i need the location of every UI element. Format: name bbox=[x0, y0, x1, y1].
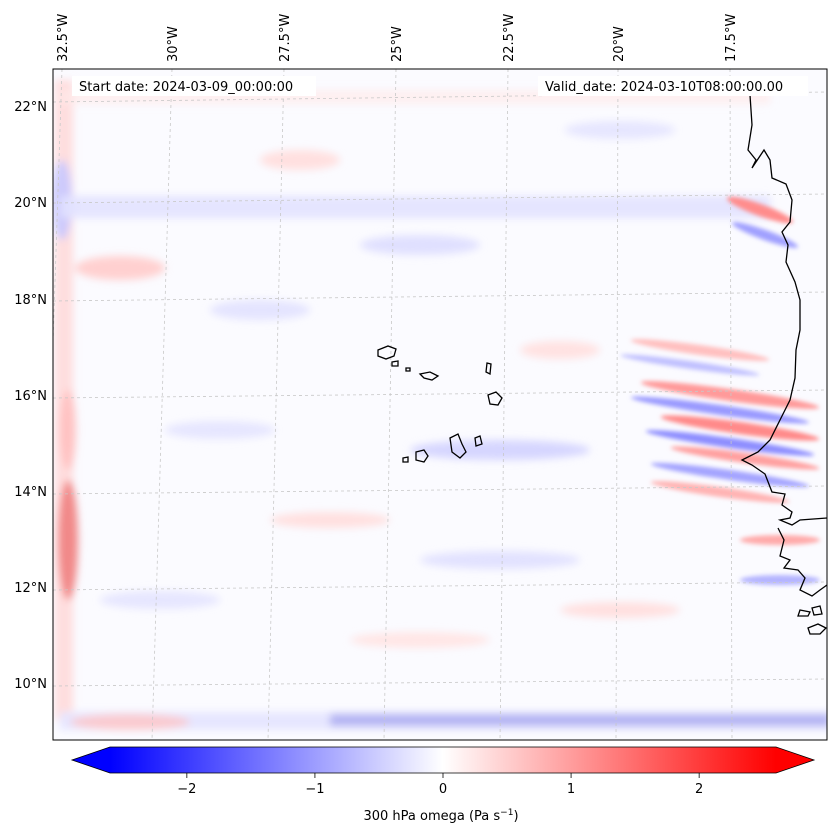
island-santo-antao bbox=[377, 345, 397, 360]
island-santiago bbox=[449, 433, 467, 459]
colorbar: −2 −1 0 1 2 300 hPa omega (Pa s−1) bbox=[70, 746, 816, 824]
coastlines bbox=[377, 94, 827, 635]
map-frame bbox=[52, 68, 828, 741]
valid-date-label: Valid_date: 2024-03-10T08:00:00.00 bbox=[545, 80, 783, 95]
lat-label: 20°N bbox=[14, 196, 47, 211]
longitude-labels: 32.5°W 30°W 27.5°W 25°W 22.5°W 20°W 17.5… bbox=[56, 14, 739, 62]
lat-label: 16°N bbox=[14, 389, 47, 404]
island-sal bbox=[485, 362, 492, 376]
start-date-label: Start date: 2024-03-09_00:00:00 bbox=[79, 80, 293, 95]
guinea-coast bbox=[777, 527, 827, 597]
colorbar-tick-label: 1 bbox=[567, 782, 575, 797]
island-maio bbox=[474, 435, 483, 447]
lon-label: 20°W bbox=[612, 26, 627, 62]
colorbar-tick-label: −2 bbox=[177, 782, 196, 797]
lon-label: 27.5°W bbox=[278, 14, 293, 62]
colorbar-ticks: −2 −1 0 1 2 bbox=[177, 773, 703, 797]
island-sao-vicente bbox=[391, 360, 399, 367]
colorbar-gradient bbox=[110, 747, 776, 773]
bijagos-islands bbox=[797, 605, 827, 635]
colorbar-high-extension bbox=[776, 747, 814, 773]
island-brava bbox=[402, 456, 409, 463]
colorbar-title: 300 hPa omega (Pa s−1) bbox=[363, 808, 518, 824]
coastal-wave-bands bbox=[620, 196, 820, 585]
colorbar-tick-label: −1 bbox=[305, 782, 324, 797]
graticule bbox=[53, 69, 827, 740]
island-fogo bbox=[415, 449, 429, 463]
lon-label: 25°W bbox=[390, 26, 405, 62]
omega-field-map bbox=[53, 69, 827, 740]
lon-label: 17.5°W bbox=[724, 14, 739, 62]
colorbar-tick-label: 0 bbox=[439, 782, 447, 797]
lon-label: 30°W bbox=[166, 26, 181, 62]
island-boa-vista bbox=[487, 391, 503, 406]
lat-label: 10°N bbox=[14, 677, 47, 692]
island-sao-nicolau bbox=[418, 371, 440, 381]
lon-label: 22.5°W bbox=[502, 14, 517, 62]
colorbar-outline bbox=[70, 746, 816, 774]
lat-label: 18°N bbox=[14, 293, 47, 308]
lat-label: 12°N bbox=[14, 581, 47, 596]
island-santa-luzia bbox=[405, 367, 411, 372]
lat-label: 22°N bbox=[14, 100, 47, 115]
omega-field-shading bbox=[53, 80, 827, 730]
lon-label: 32.5°W bbox=[56, 14, 71, 62]
african-coastline bbox=[740, 94, 827, 526]
latitude-labels: 22°N 20°N 18°N 16°N 14°N 12°N 10°N bbox=[14, 100, 47, 692]
lat-label: 14°N bbox=[14, 485, 47, 500]
colorbar-tick-label: 2 bbox=[695, 782, 703, 797]
colorbar-low-extension bbox=[72, 747, 110, 773]
